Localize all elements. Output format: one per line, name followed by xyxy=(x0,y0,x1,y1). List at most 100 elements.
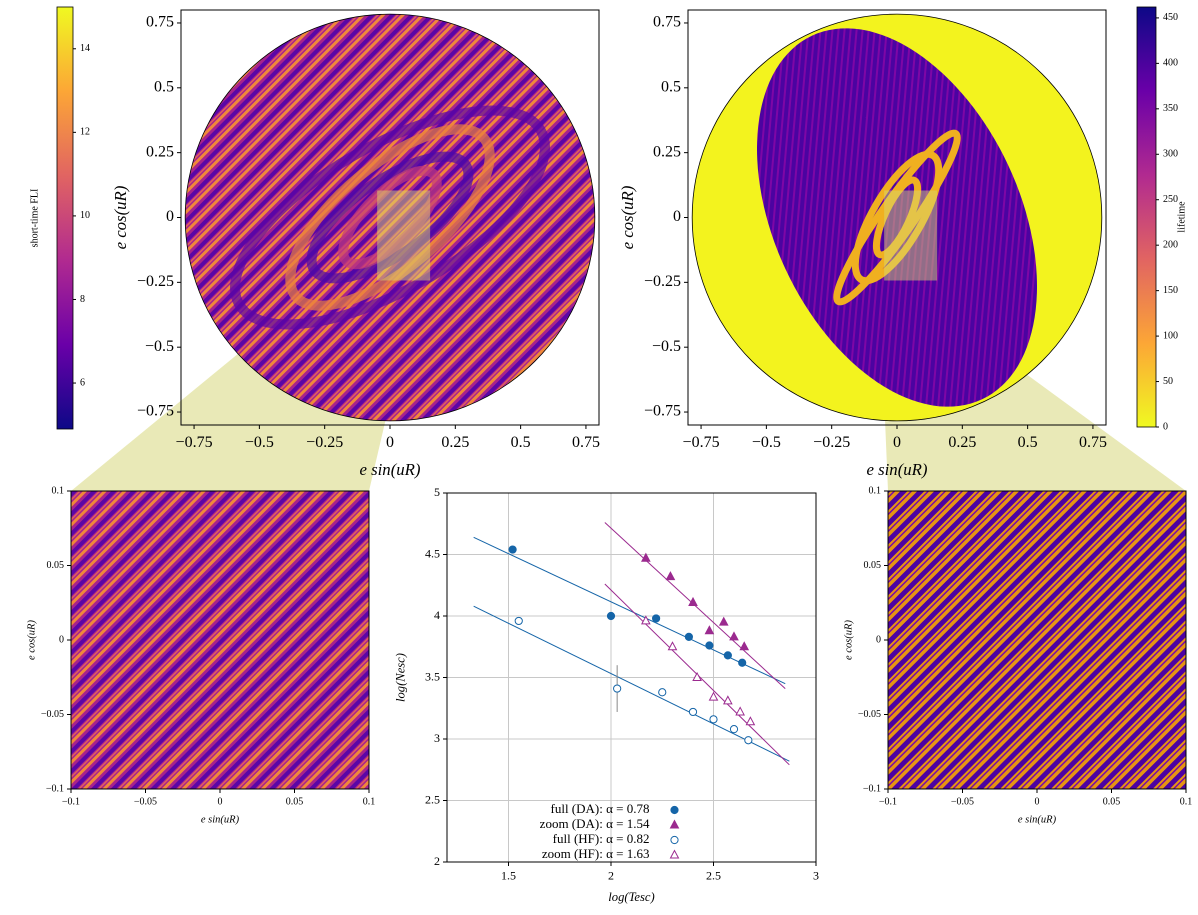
legend-label: zoom (DA): α = 1.54 xyxy=(540,816,650,831)
colorbar-tick-label: 0 xyxy=(1163,421,1168,432)
zoom-box xyxy=(884,190,938,281)
point xyxy=(688,707,698,717)
y-tick-label: 0.75 xyxy=(653,14,681,31)
x-tick-label: 2.5 xyxy=(706,869,721,883)
y-tick-label: 0 xyxy=(59,634,64,645)
point xyxy=(667,641,678,651)
y-tick-label: −0.05 xyxy=(41,709,64,720)
y-tick-label: −0.5 xyxy=(145,338,174,355)
colorbar-tick-label: 100 xyxy=(1163,330,1178,341)
point xyxy=(718,616,729,626)
zoom-wedges xyxy=(71,190,1186,491)
x-axis-label: log(Tesc) xyxy=(608,890,654,904)
point xyxy=(652,614,661,623)
point xyxy=(606,611,616,621)
x-tick-label: −0.1 xyxy=(62,796,80,807)
disk-edge xyxy=(184,13,596,422)
point xyxy=(684,632,694,642)
x-axis-label: e sin(uR) xyxy=(201,814,240,825)
x-tick-label: 0.1 xyxy=(363,796,376,807)
colorbar-tick-label: 450 xyxy=(1163,12,1178,23)
point xyxy=(692,671,702,681)
axes-frame xyxy=(446,492,817,863)
point xyxy=(688,596,698,606)
y-tick-label: 0 xyxy=(876,634,881,645)
legend-label: full (DA): α = 0.78 xyxy=(551,801,650,816)
colorbar-label: short-time FLI xyxy=(29,189,40,248)
x-tick-label: 0.75 xyxy=(1079,434,1107,451)
x-tick-label: −0.25 xyxy=(813,434,850,451)
y-tick-label: 0.05 xyxy=(47,560,65,571)
colorbar-tick-label: 6 xyxy=(80,377,85,388)
point xyxy=(729,631,739,641)
x-tick-label: −0.25 xyxy=(306,434,343,451)
point xyxy=(723,695,733,705)
y-axis-label: e cos(uR) xyxy=(618,185,637,249)
legend-label: full (HF): α = 0.82 xyxy=(553,831,650,846)
point xyxy=(745,716,756,726)
y-tick-label: 0.5 xyxy=(661,78,681,95)
map-image xyxy=(71,491,369,789)
point xyxy=(738,658,747,667)
point xyxy=(641,615,651,625)
colorbar-tick-label: 150 xyxy=(1163,285,1178,296)
colorbar-tick-label: 50 xyxy=(1163,376,1173,387)
colorbar-tick-label: 12 xyxy=(80,127,90,138)
x-tick-label: 0.5 xyxy=(511,434,531,451)
y-tick-label: 0.05 xyxy=(864,560,882,571)
x-tick-label: 0.1 xyxy=(1180,796,1193,807)
x-axis-label: e sin(uR) xyxy=(359,460,420,479)
colorbar-tick-label: 14 xyxy=(80,43,90,54)
y-tick-label: 0.75 xyxy=(146,14,174,31)
colorbar xyxy=(56,6,74,430)
x-tick-label: 0 xyxy=(893,434,901,451)
y-tick-label: 2 xyxy=(434,854,440,868)
y-tick-label: 0 xyxy=(166,208,174,225)
x-tick-label: −0.75 xyxy=(176,434,213,451)
x-axis-label: e sin(uR) xyxy=(866,460,927,479)
colorbar-tick-label: 250 xyxy=(1163,194,1178,205)
x-tick-label: 0 xyxy=(386,434,394,451)
colorbar-tick-label: 10 xyxy=(80,210,90,221)
point xyxy=(514,616,523,626)
colorbar-label: lifetime xyxy=(1176,201,1187,233)
point xyxy=(709,715,718,724)
legend-label: zoom (HF): α = 1.63 xyxy=(542,846,650,861)
y-tick-label: −0.1 xyxy=(46,783,64,794)
x-tick-label: 0.05 xyxy=(1103,796,1121,807)
y-tick-label: 3 xyxy=(434,731,440,745)
y-tick-label: 0.1 xyxy=(869,485,882,496)
y-tick-label: 0.5 xyxy=(154,78,174,95)
point xyxy=(704,625,715,635)
y-tick-label: 4.5 xyxy=(425,546,440,560)
legend-marker xyxy=(669,819,680,829)
y-axis-label: e cos(uR) xyxy=(111,185,130,249)
y-tick-label: 0.1 xyxy=(52,485,65,496)
colorbar-tick-label: 200 xyxy=(1163,239,1178,250)
point xyxy=(739,641,750,651)
fit-line xyxy=(473,605,790,762)
x-axis-label: e sin(uR) xyxy=(1018,814,1057,825)
y-tick-label: −0.5 xyxy=(652,338,681,355)
x-tick-label: −0.5 xyxy=(752,434,781,451)
y-tick-label: 0 xyxy=(673,208,681,225)
point xyxy=(708,691,719,701)
point xyxy=(641,552,651,562)
x-tick-label: −0.5 xyxy=(245,434,274,451)
x-tick-label: 0.05 xyxy=(286,796,304,807)
x-tick-label: 0 xyxy=(1035,796,1040,807)
axes-frame xyxy=(887,490,1187,790)
axes-frame xyxy=(180,9,600,426)
y-tick-label: 0.25 xyxy=(653,143,681,160)
y-tick-label: −0.1 xyxy=(863,783,881,794)
point xyxy=(613,684,622,693)
x-tick-label: −0.05 xyxy=(951,796,974,807)
map-image xyxy=(691,13,1103,422)
legend-marker xyxy=(670,805,679,815)
map-fill xyxy=(71,491,369,789)
point xyxy=(665,571,676,581)
x-tick-label: 2 xyxy=(608,869,614,883)
fit-line xyxy=(473,536,786,685)
y-axis-label: log(Nesc) xyxy=(393,653,407,702)
